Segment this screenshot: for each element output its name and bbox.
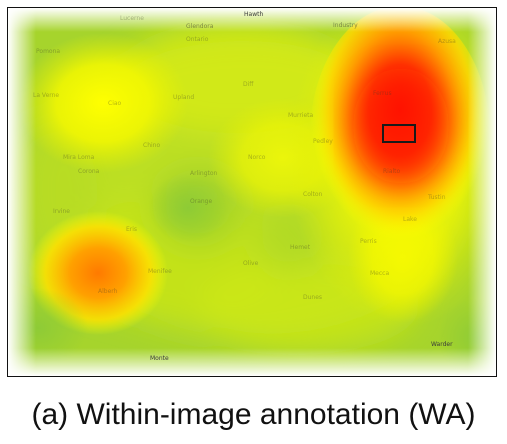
map-label-minor: Lucerne	[120, 15, 144, 22]
map-label-minor: Perris	[360, 238, 377, 245]
map-label-monte: Monte	[150, 355, 169, 362]
map-label-minor: Orange	[190, 198, 212, 205]
map-label-minor: Lake	[403, 216, 417, 223]
map-label-warder: Warder	[431, 341, 453, 348]
annotation-box	[382, 124, 416, 143]
map-label-minor: Dunes	[303, 294, 322, 301]
map-label-minor: Ferrus	[373, 90, 392, 97]
map-label-minor: Ciao	[108, 100, 121, 107]
map-label-minor: Menifee	[148, 268, 172, 275]
map-label-minor: Pomona	[36, 48, 60, 55]
map-label-minor: Alberh	[98, 288, 117, 295]
map-label-minor: Ontario	[186, 36, 208, 43]
map-label-minor: Tustin	[428, 194, 446, 201]
map-label-minor: Hemet	[290, 244, 310, 251]
map-label-minor: Diff	[243, 81, 253, 88]
map-label-minor: Corona	[78, 168, 99, 175]
map-label-minor: Chino	[143, 142, 160, 149]
map-label-minor: Murrieta	[288, 112, 313, 119]
map-label-industry: Industry	[333, 22, 358, 29]
map-label-minor: Azusa	[438, 38, 456, 45]
map-label-minor: Olive	[243, 260, 258, 267]
map-label-minor: Arlington	[190, 170, 217, 177]
map-label-minor: La Verne	[33, 92, 59, 99]
map-label-minor: Pedley	[313, 138, 333, 145]
heatmap-image	[8, 8, 496, 376]
map-label-minor: Colton	[303, 191, 322, 198]
map-label-minor: Eris	[126, 226, 137, 233]
map-label-minor: Norco	[248, 154, 265, 161]
map-label-minor: Mira Loma	[63, 154, 94, 161]
map-label-minor: Upland	[173, 94, 194, 101]
map-label-hawth: Hawth	[244, 11, 263, 18]
heatmap-frame: Lucerne Pomona Ontario Azusa La Verne Ci…	[7, 7, 497, 377]
map-label-minor: Irvine	[53, 208, 70, 215]
map-label-glendora: Glendora	[186, 23, 213, 30]
map-label-minor: Rialto	[383, 168, 400, 175]
map-label-minor: Mecca	[370, 270, 389, 277]
figure-caption: (a) Within-image annotation (WA)	[0, 396, 507, 434]
